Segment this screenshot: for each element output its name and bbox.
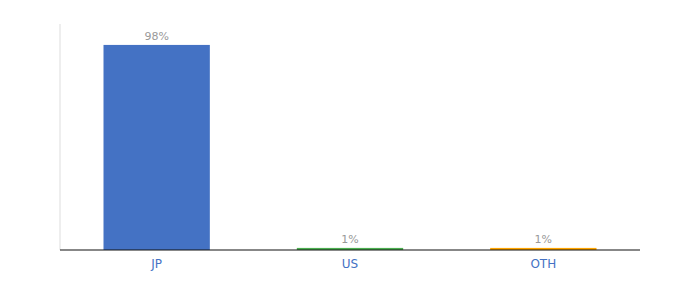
x-axis-line [60,249,640,250]
x-tick-label: JP [150,257,162,271]
data-label: 1% [535,233,552,246]
chart: JP US OTH 98% 1% 1% [0,0,680,300]
bars [104,45,597,250]
x-tick-label: OTH [530,257,556,271]
bar [104,45,210,250]
x-tick-label: US [342,257,358,271]
chart-container: JP US OTH 98% 1% 1% [0,0,680,300]
data-label: 1% [341,233,358,246]
y-axis-line [60,24,61,250]
data-label: 98% [144,30,168,43]
